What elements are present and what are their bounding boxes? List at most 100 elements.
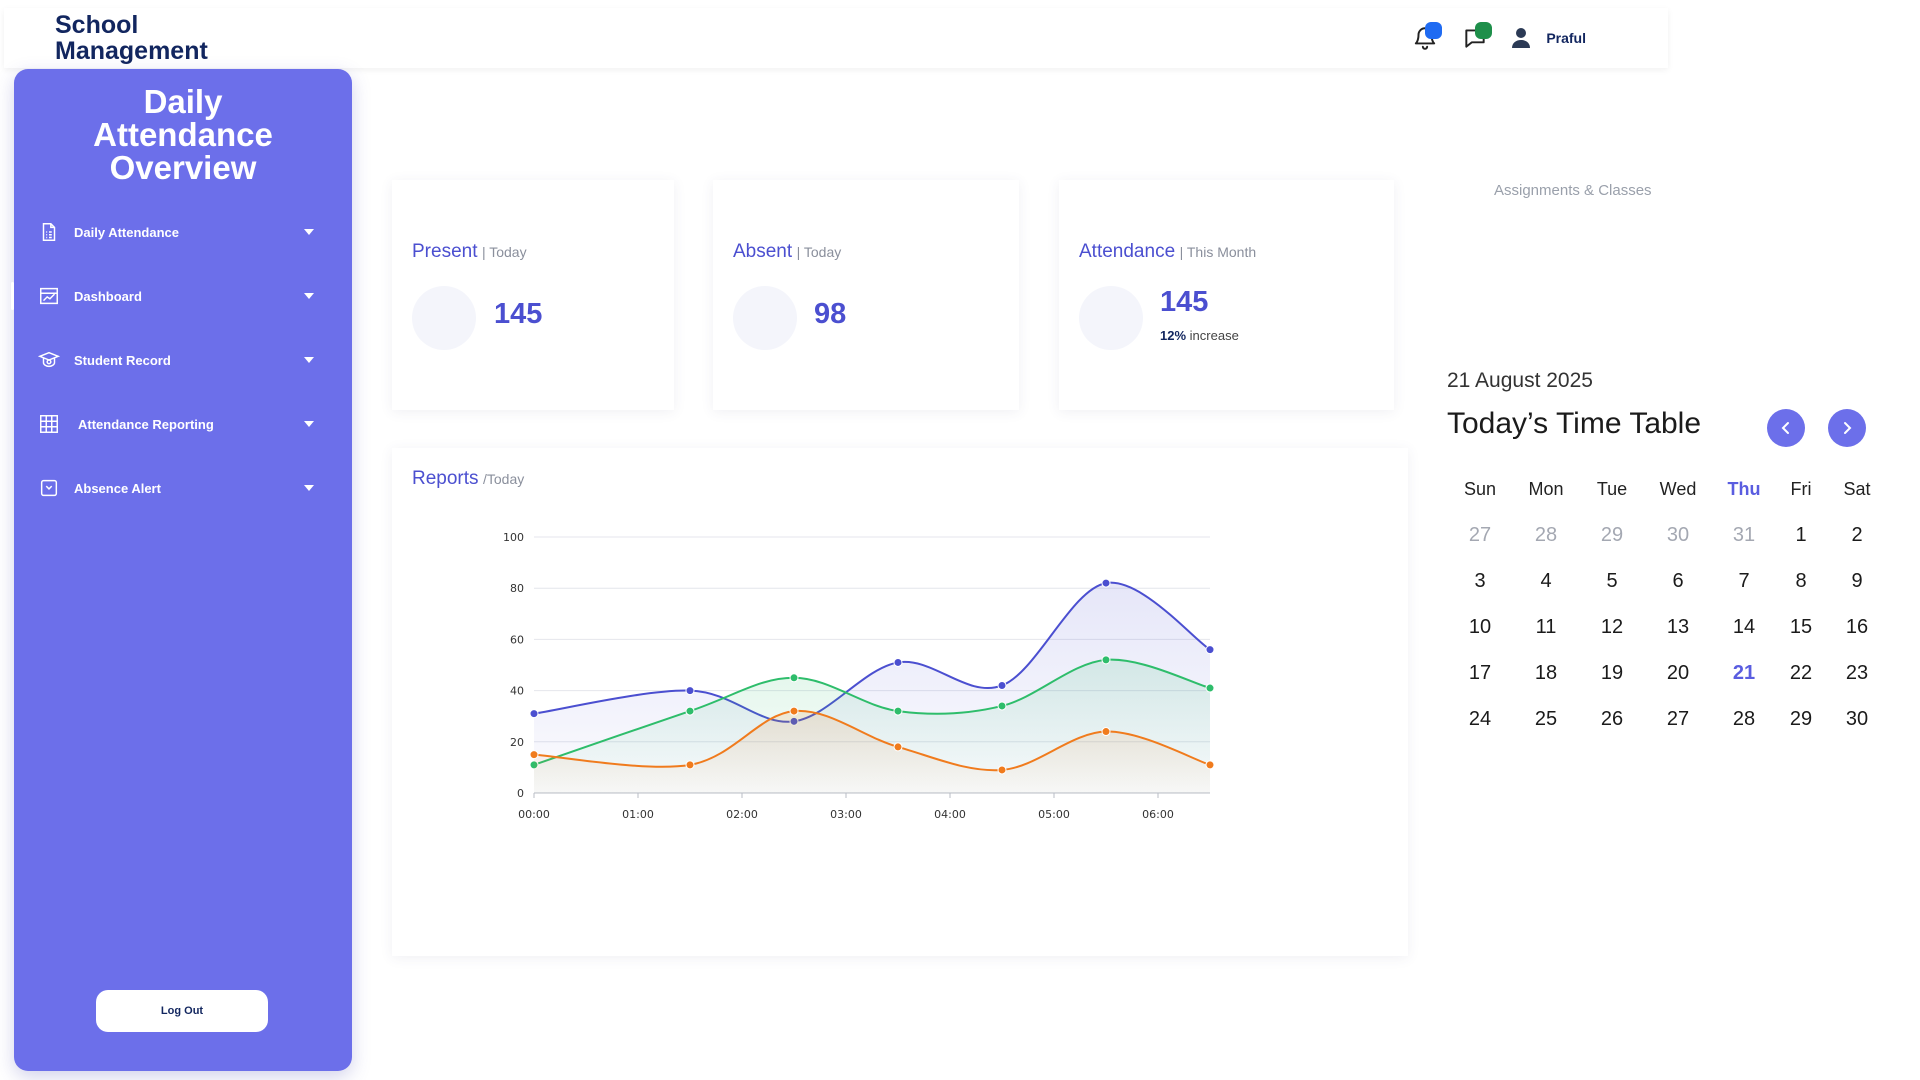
data-point[interactable]	[685, 686, 695, 696]
calendar-day[interactable]: 27	[1666, 707, 1690, 730]
calendar-day[interactable]: 15	[1789, 615, 1813, 638]
notifications-button[interactable]	[1400, 20, 1450, 56]
card-icon-circle	[1079, 286, 1143, 350]
card-subtitle: | This Month	[1179, 244, 1257, 260]
chevron-left-icon	[1781, 422, 1789, 434]
y-tick-label: 0	[517, 787, 524, 800]
data-point[interactable]	[1101, 655, 1111, 665]
calendar-day[interactable]: 9	[1851, 569, 1863, 592]
data-point[interactable]	[1101, 578, 1111, 588]
data-point[interactable]	[893, 657, 903, 667]
weekday-label: Wed	[1659, 478, 1697, 499]
data-point[interactable]	[997, 680, 1007, 690]
data-point[interactable]	[1101, 727, 1111, 737]
previous-button[interactable]	[1767, 409, 1805, 447]
timetable-date: 21 August 2025	[1447, 369, 1593, 392]
user-avatar-icon	[1512, 28, 1531, 48]
calendar-day[interactable]: 2	[1851, 523, 1863, 546]
calendar-day[interactable]: 25	[1534, 707, 1558, 730]
calendar-day[interactable]: 13	[1666, 615, 1690, 638]
sidebar-item-dashboard[interactable]: Dashboard	[11, 264, 352, 328]
data-point[interactable]	[1205, 760, 1215, 770]
attendance-card-header: Attendance | This Month	[1079, 241, 1256, 263]
chevron-down-icon	[304, 421, 314, 427]
data-point[interactable]	[789, 673, 799, 683]
graduation-cap-icon	[38, 351, 60, 368]
sidebar-item-student-record[interactable]: Student Record	[14, 328, 352, 392]
calendar-day[interactable]: 31	[1732, 523, 1756, 546]
series-area	[534, 710, 1210, 793]
message-badge	[1475, 22, 1493, 39]
calendar-day[interactable]: 8	[1795, 569, 1807, 592]
calendar-alert-icon	[40, 479, 58, 497]
calendar-day[interactable]: 27	[1468, 523, 1492, 546]
data-point[interactable]	[529, 750, 539, 760]
calendar-day[interactable]: 29	[1789, 707, 1813, 730]
absent-card: Absent | Today 98	[713, 180, 1019, 410]
calendar-day[interactable]: 6	[1672, 569, 1684, 592]
data-point[interactable]	[997, 765, 1007, 775]
calendar-day[interactable]: 16	[1845, 615, 1869, 638]
card-subtitle: | Today	[796, 244, 842, 260]
grid-table-icon	[40, 415, 58, 433]
y-tick-label: 20	[510, 736, 524, 749]
sidebar-item-label: Student Record	[74, 352, 171, 368]
calendar-day[interactable]: 26	[1600, 707, 1624, 730]
card-title: Attendance	[1079, 241, 1176, 262]
user-menu[interactable]: Praful	[1510, 26, 1586, 50]
calendar-day[interactable]: 19	[1600, 661, 1624, 684]
data-point[interactable]	[529, 709, 539, 719]
calendar-day[interactable]: 7	[1738, 569, 1750, 592]
sidebar-item-label: Absence Alert	[74, 480, 161, 496]
reports-header: Reports /Today	[412, 468, 524, 490]
calendar-day[interactable]: 21	[1732, 661, 1756, 684]
card-icon-circle	[412, 286, 476, 350]
data-point[interactable]	[997, 701, 1007, 711]
calendar-day[interactable]: 28	[1732, 707, 1756, 730]
sidebar-item-attendance-reporting[interactable]: Attendance Reporting	[14, 392, 352, 456]
calendar-day[interactable]: 14	[1732, 615, 1756, 638]
data-point[interactable]	[1205, 645, 1215, 655]
sidebar-item-daily-attendance[interactable]: Daily Attendance	[14, 200, 352, 264]
card-icon-circle	[733, 286, 797, 350]
calendar-day[interactable]: 22	[1789, 661, 1813, 684]
y-tick-label: 60	[510, 633, 524, 646]
data-point[interactable]	[893, 706, 903, 716]
calendar-day[interactable]: 5	[1606, 569, 1618, 592]
calendar-day[interactable]: 10	[1468, 615, 1492, 638]
calendar-day[interactable]: 29	[1600, 523, 1624, 546]
data-point[interactable]	[789, 706, 799, 716]
calendar-day[interactable]: 3	[1474, 569, 1486, 592]
next-button[interactable]	[1828, 409, 1866, 447]
calendar-day[interactable]: 18	[1534, 661, 1558, 684]
calendar-day[interactable]: 12	[1600, 615, 1624, 638]
sidebar-item-absence-alert[interactable]: Absence Alert	[14, 456, 352, 520]
calendar-day[interactable]: 17	[1468, 661, 1492, 684]
assignments-classes-label: Assignments & Classes	[1494, 182, 1652, 199]
sidebar-menu: Daily Attendance Dashboard Student Recor…	[11, 200, 352, 520]
logout-button[interactable]: Log Out	[96, 990, 268, 1032]
calendar-day[interactable]: 23	[1845, 661, 1869, 684]
chevron-down-icon	[304, 293, 314, 299]
calendar-day[interactable]: 30	[1666, 523, 1690, 546]
calendar-day[interactable]: 30	[1845, 707, 1869, 730]
calendar-day[interactable]: 11	[1535, 615, 1557, 638]
calendar-day[interactable]: 24	[1468, 707, 1492, 730]
bell-icon	[1415, 27, 1436, 50]
y-tick-label: 100	[503, 531, 524, 544]
data-point[interactable]	[685, 760, 695, 770]
timetable-title: Today’s Time Table	[1447, 407, 1702, 440]
data-point[interactable]	[893, 742, 903, 752]
weekday-label: Sat	[1843, 478, 1871, 499]
data-point[interactable]	[1205, 683, 1215, 693]
x-tick-label: 06:00	[1142, 808, 1174, 821]
calendar-day[interactable]: 28	[1534, 523, 1558, 546]
calendar-week-row: 27 28 29 30 31 1 2	[1448, 512, 1884, 558]
calendar-day[interactable]: 4	[1540, 569, 1552, 592]
absent-count: 98	[814, 298, 847, 330]
calendar-day[interactable]: 20	[1666, 661, 1690, 684]
messages-button[interactable]	[1450, 20, 1500, 56]
data-point[interactable]	[685, 706, 695, 716]
weekday-label: Mon	[1528, 478, 1564, 499]
calendar-day[interactable]: 1	[1795, 523, 1807, 546]
